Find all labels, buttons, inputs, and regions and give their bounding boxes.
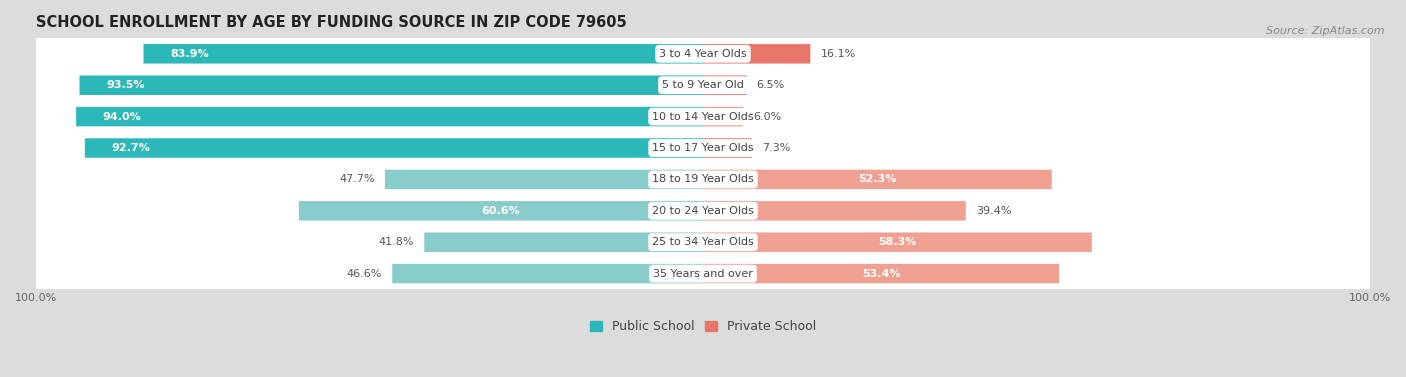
FancyBboxPatch shape [703,233,1092,252]
FancyBboxPatch shape [27,88,1379,208]
FancyBboxPatch shape [703,75,747,95]
Text: 52.3%: 52.3% [858,175,897,184]
FancyBboxPatch shape [84,138,703,158]
FancyBboxPatch shape [703,138,752,158]
FancyBboxPatch shape [31,130,1375,229]
FancyBboxPatch shape [703,44,810,64]
FancyBboxPatch shape [703,107,742,126]
FancyBboxPatch shape [76,107,703,126]
FancyBboxPatch shape [27,0,1379,114]
FancyBboxPatch shape [27,213,1379,334]
Text: 39.4%: 39.4% [976,206,1011,216]
FancyBboxPatch shape [31,161,1375,260]
Text: 6.5%: 6.5% [756,80,785,90]
Text: 15 to 17 Year Olds: 15 to 17 Year Olds [652,143,754,153]
FancyBboxPatch shape [31,67,1375,166]
Text: 16.1%: 16.1% [820,49,856,59]
Text: 10 to 14 Year Olds: 10 to 14 Year Olds [652,112,754,122]
FancyBboxPatch shape [31,36,1375,135]
Text: 6.0%: 6.0% [754,112,782,122]
FancyBboxPatch shape [299,201,703,221]
Text: 20 to 24 Year Olds: 20 to 24 Year Olds [652,206,754,216]
FancyBboxPatch shape [27,119,1379,239]
Text: 18 to 19 Year Olds: 18 to 19 Year Olds [652,175,754,184]
FancyBboxPatch shape [31,224,1375,323]
Legend: Public School, Private School: Public School, Private School [585,315,821,338]
FancyBboxPatch shape [27,182,1379,302]
Text: 41.8%: 41.8% [378,237,415,247]
Text: Source: ZipAtlas.com: Source: ZipAtlas.com [1267,26,1385,37]
FancyBboxPatch shape [143,44,703,64]
Text: 35 Years and over: 35 Years and over [652,268,754,279]
Text: 58.3%: 58.3% [879,237,917,247]
FancyBboxPatch shape [80,75,703,95]
Text: 83.9%: 83.9% [170,49,209,59]
Text: 94.0%: 94.0% [103,112,142,122]
Text: 47.7%: 47.7% [339,175,375,184]
FancyBboxPatch shape [703,264,1059,284]
Text: 60.6%: 60.6% [482,206,520,216]
Text: 7.3%: 7.3% [762,143,790,153]
FancyBboxPatch shape [27,25,1379,146]
Text: 93.5%: 93.5% [105,80,145,90]
Text: 46.6%: 46.6% [347,268,382,279]
FancyBboxPatch shape [703,170,1052,189]
FancyBboxPatch shape [31,193,1375,292]
Text: 25 to 34 Year Olds: 25 to 34 Year Olds [652,237,754,247]
Text: 5 to 9 Year Old: 5 to 9 Year Old [662,80,744,90]
FancyBboxPatch shape [385,170,703,189]
Text: SCHOOL ENROLLMENT BY AGE BY FUNDING SOURCE IN ZIP CODE 79605: SCHOOL ENROLLMENT BY AGE BY FUNDING SOUR… [37,15,627,30]
Text: 53.4%: 53.4% [862,268,900,279]
FancyBboxPatch shape [392,264,703,284]
Text: 3 to 4 Year Olds: 3 to 4 Year Olds [659,49,747,59]
FancyBboxPatch shape [31,98,1375,198]
Text: 92.7%: 92.7% [111,143,150,153]
FancyBboxPatch shape [31,5,1375,103]
FancyBboxPatch shape [703,201,966,221]
FancyBboxPatch shape [425,233,703,252]
FancyBboxPatch shape [27,57,1379,177]
FancyBboxPatch shape [27,151,1379,271]
